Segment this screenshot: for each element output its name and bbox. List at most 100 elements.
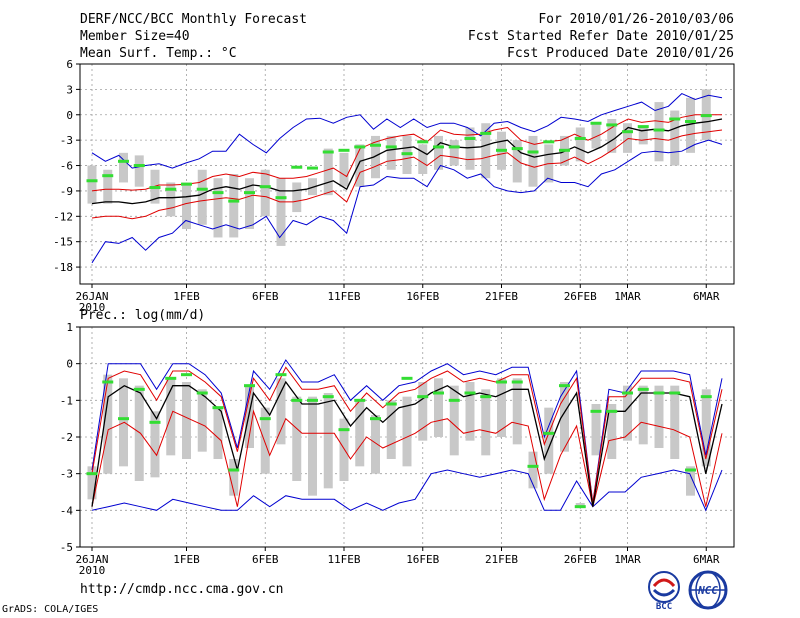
observed-marker	[700, 395, 712, 399]
x-tick-label: 16FEB	[406, 290, 439, 303]
x-tick-label: 6MAR	[693, 290, 720, 303]
observed-marker	[669, 391, 681, 395]
observed-marker	[165, 187, 177, 191]
observed-marker	[464, 136, 476, 140]
y-tick-label: -3	[60, 134, 73, 147]
y-tick-label: -4	[60, 504, 74, 517]
x-tick-label: 1FEB	[173, 290, 200, 303]
observed-marker	[354, 398, 366, 402]
observed-marker	[669, 117, 681, 121]
max-line	[91, 93, 723, 169]
spread-box	[449, 140, 459, 166]
y-tick-label: -1	[60, 394, 73, 407]
spread-box	[166, 182, 176, 217]
spread-box	[339, 152, 349, 187]
observed-marker	[590, 121, 602, 125]
observed-marker	[480, 131, 492, 135]
y-tick-label: -12	[53, 210, 73, 223]
spread-box	[119, 152, 128, 183]
observed-marker	[165, 376, 177, 380]
y-tick-label: -3	[60, 468, 73, 481]
observed-marker	[244, 191, 255, 195]
spread-box	[323, 393, 333, 489]
observed-marker	[322, 395, 334, 399]
observed-marker	[574, 505, 586, 509]
spread-box	[355, 400, 365, 467]
y-tick-label: 0	[66, 358, 73, 371]
spread-box	[686, 97, 695, 153]
spread-box	[276, 378, 286, 445]
spread-box	[134, 155, 144, 187]
lower-std-line	[91, 129, 723, 220]
observed-marker	[622, 130, 633, 134]
fcst-produced-label: Fcst Produced Date 2010/01/26	[507, 46, 734, 61]
precip-title: Prec.: log(mm/d)	[80, 308, 206, 323]
observed-marker	[448, 145, 460, 149]
observed-marker	[527, 464, 539, 468]
spread-box	[213, 178, 223, 238]
spread-box	[607, 404, 617, 459]
spread-box	[607, 119, 617, 153]
spread-box	[449, 385, 459, 456]
observed-marker	[685, 120, 696, 124]
observed-marker	[196, 187, 208, 191]
spread-box	[638, 385, 648, 445]
fcst-started-label: Fcst Started Refer Date 2010/01/25	[467, 29, 734, 44]
observed-marker	[559, 384, 570, 388]
y-tick-label: -6	[60, 160, 73, 173]
spread-box	[182, 382, 191, 459]
x-tick-label: 6MAR	[693, 553, 720, 566]
observed-marker	[181, 373, 192, 377]
spread-box	[591, 123, 601, 149]
spread-box	[560, 382, 569, 452]
spread-box	[213, 407, 223, 459]
spread-box	[544, 407, 554, 474]
spread-box	[371, 135, 380, 179]
x-tick-label: 26JAN	[75, 290, 108, 303]
member-size-label: Member Size=40	[80, 29, 190, 44]
lower-std-line	[91, 409, 723, 507]
observed-marker	[102, 380, 114, 384]
x-tick-label: 6FEB	[252, 290, 279, 303]
observed-marker	[590, 409, 602, 413]
spread-box	[103, 169, 113, 204]
observed-marker	[385, 402, 397, 406]
bcc-logo: BCC	[648, 571, 680, 610]
observed-marker	[496, 148, 507, 152]
spread-box	[197, 169, 207, 225]
observed-marker	[338, 428, 350, 432]
observed-marker	[543, 140, 555, 144]
y-tick-label: -15	[53, 236, 73, 249]
spread-box	[418, 382, 428, 441]
spread-box	[638, 127, 648, 145]
spread-box	[623, 385, 632, 441]
y-tick-label: 0	[66, 109, 73, 122]
observed-marker	[228, 468, 240, 472]
observed-marker	[259, 417, 271, 421]
observed-marker	[338, 148, 350, 152]
observed-marker	[118, 417, 129, 421]
spread-box	[623, 123, 632, 153]
spread-box	[134, 385, 144, 481]
spread-box	[528, 451, 538, 489]
spread-box	[292, 182, 302, 213]
spread-box	[87, 466, 97, 500]
observed-marker	[496, 380, 507, 384]
observed-marker	[149, 186, 161, 190]
plot-frame	[79, 63, 735, 285]
grads-credit: GrADS: COLA/IGES	[2, 604, 99, 615]
spread-box	[512, 378, 522, 445]
spread-box	[229, 459, 239, 496]
spread-box	[229, 174, 239, 238]
spread-box	[308, 396, 317, 496]
min-line	[91, 139, 723, 264]
spread-box	[670, 385, 680, 459]
spread-box	[87, 165, 97, 204]
source-url[interactable]: http://cmdp.ncc.cma.gov.cn	[80, 582, 284, 597]
observed-marker	[370, 143, 381, 147]
spread-box	[465, 382, 475, 441]
observed-marker	[685, 468, 696, 472]
spread-box	[150, 411, 160, 478]
variable-label: Mean Surf. Temp.: °C	[80, 46, 237, 61]
